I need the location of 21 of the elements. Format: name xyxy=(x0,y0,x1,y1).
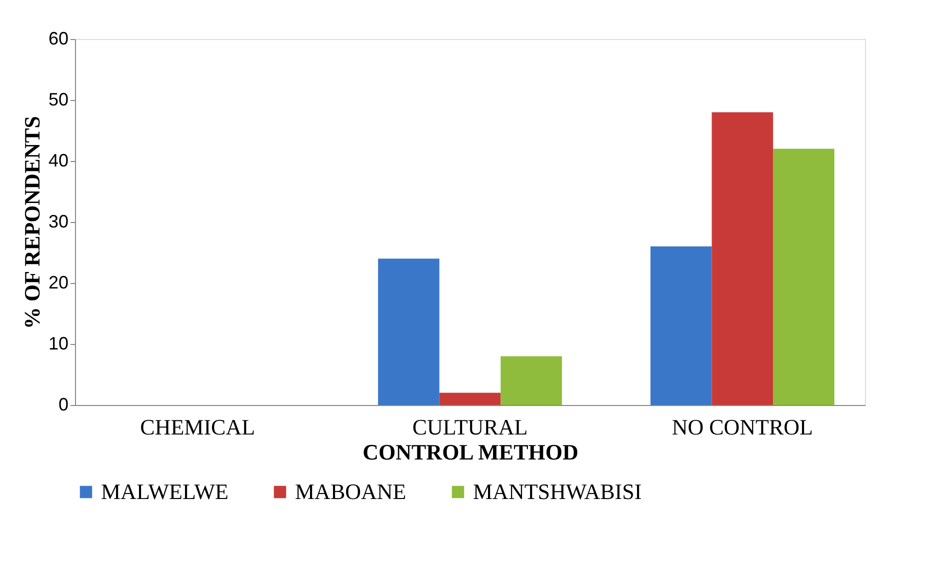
bar xyxy=(500,356,562,405)
x-tick-label: CHEMICAL xyxy=(140,414,256,440)
bar xyxy=(378,258,440,405)
y-tick-label: 30 xyxy=(48,212,68,232)
y-tick-label: 0 xyxy=(58,394,68,414)
y-tick-label: 10 xyxy=(48,334,68,354)
y-tick-label: 20 xyxy=(48,272,68,292)
y-tick-label: 40 xyxy=(48,150,68,170)
bar xyxy=(773,148,834,405)
bar xyxy=(650,246,712,405)
x-tick-label: CULTURAL xyxy=(412,414,528,440)
legend-label: MALWELWE xyxy=(101,479,228,504)
x-tick-label: NO CONTROL xyxy=(672,414,813,440)
x-axis-title: CONTROL METHOD xyxy=(362,440,578,464)
y-tick-label: 60 xyxy=(48,28,68,48)
bar xyxy=(439,392,501,405)
legend-label: MANTSHWABISI xyxy=(473,479,642,504)
y-axis-title: % OF REPONDENTS xyxy=(19,116,44,330)
legend-label: MABOANE xyxy=(295,479,406,504)
y-tick-label: 50 xyxy=(48,90,68,110)
bar xyxy=(712,112,774,405)
